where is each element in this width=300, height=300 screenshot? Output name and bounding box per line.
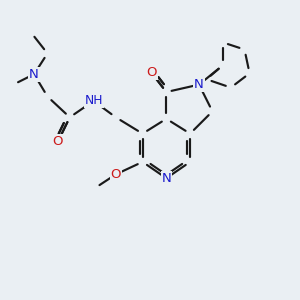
Text: N: N bbox=[194, 78, 204, 91]
Text: N: N bbox=[29, 68, 39, 81]
Text: O: O bbox=[111, 168, 121, 181]
Text: N: N bbox=[161, 172, 171, 185]
Text: O: O bbox=[146, 66, 157, 79]
Text: O: O bbox=[52, 135, 63, 148]
Text: NH: NH bbox=[84, 94, 103, 107]
